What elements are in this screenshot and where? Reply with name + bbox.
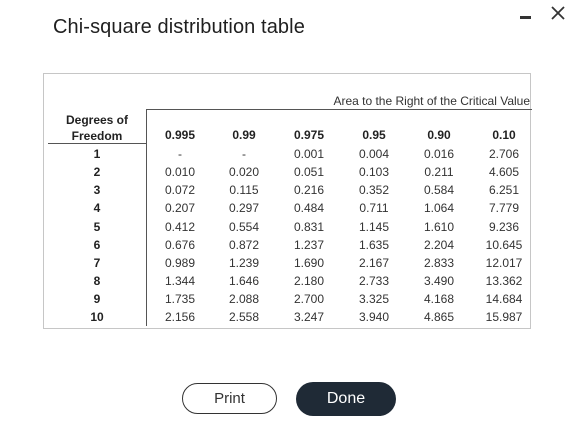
table-cell: 0.676 — [164, 237, 196, 252]
chi-square-table: Area to the Right of the Critical Value … — [43, 73, 532, 329]
table-cell: - — [242, 147, 246, 161]
df-cell: 1 — [93, 147, 101, 161]
done-button[interactable]: Done — [296, 382, 396, 416]
table-cell: 2.204 — [423, 237, 455, 252]
table-cell: 0.115 — [229, 183, 259, 198]
table-cell: 0.297 — [228, 201, 260, 216]
df-header-line1: Degrees of — [65, 113, 129, 127]
print-button[interactable]: Print — [182, 383, 277, 414]
column-header: 0.975 — [293, 128, 325, 142]
table-cell: 2.733 — [358, 274, 390, 289]
table-cell: 0.010 — [164, 165, 196, 180]
df-cell: 5 — [93, 219, 101, 234]
table-cell: 0.004 — [358, 147, 390, 161]
table-cell: 3.940 — [358, 310, 390, 325]
column-header: 0.99 — [232, 128, 256, 142]
table-cell: 13.362 — [485, 274, 523, 289]
table-cell: 0.584 — [423, 183, 455, 198]
column-header: 0.90 — [427, 128, 451, 142]
table-cell: 0.216 — [293, 183, 325, 198]
table-cell: 6.251 — [488, 183, 520, 198]
table-cell: 0.211 — [424, 165, 454, 180]
table-cell: 1.344 — [164, 274, 196, 289]
table-cell: 2.180 — [293, 274, 325, 289]
table-cell: 0.207 — [164, 201, 196, 216]
table-cell: 12.017 — [485, 255, 523, 270]
table-cell: 3.247 — [293, 310, 325, 325]
table-cell: 14.684 — [485, 292, 523, 307]
table-cell: 0.412 — [164, 219, 196, 234]
table-cell: 0.001 — [293, 147, 325, 161]
table-cell: 0.072 — [164, 183, 196, 198]
table-cell: 2.558 — [228, 310, 260, 325]
table-cell: 0.989 — [164, 255, 196, 270]
df-cell: 2 — [93, 165, 101, 180]
column-header: 0.10 — [492, 128, 516, 142]
column-divider — [146, 109, 147, 326]
table-cell: 2.706 — [488, 147, 520, 161]
header-divider — [146, 109, 532, 110]
column-header: 0.95 — [362, 128, 386, 142]
table-cell: 0.554 — [228, 219, 260, 234]
table-cell: 0.103 — [358, 165, 390, 180]
table-cell: 1.646 — [228, 274, 260, 289]
minimize-icon[interactable] — [519, 13, 533, 27]
table-cell: - — [178, 147, 182, 161]
table-cell: 1.239 — [228, 255, 260, 270]
table-cell: 7.779 — [488, 201, 520, 216]
table-cell: 1.064 — [423, 201, 455, 216]
table-cell: 0.051 — [293, 165, 325, 180]
df-cell: 3 — [93, 183, 101, 198]
table-cell: 3.490 — [423, 274, 455, 289]
table-cell: 1.610 — [423, 219, 455, 234]
table-cell: 0.020 — [228, 165, 260, 180]
table-cell: 0.484 — [293, 201, 325, 216]
df-cell: 6 — [93, 237, 101, 252]
df-cell: 7 — [93, 255, 101, 270]
table-cell: 2.700 — [293, 292, 325, 307]
table-cell: 1.635 — [358, 237, 390, 252]
table-cell: 4.168 — [423, 292, 455, 307]
df-cell: 8 — [93, 274, 101, 289]
table-cell: 0.711 — [359, 201, 389, 216]
table-cell: 0.872 — [228, 237, 260, 252]
table-cell: 3.325 — [358, 292, 390, 307]
df-cell: 10 — [90, 310, 104, 325]
column-header: 0.995 — [164, 128, 196, 142]
table-cell: 15.987 — [485, 310, 523, 325]
df-column-header: Degrees of Freedom — [48, 112, 146, 144]
table-cell: 2.088 — [228, 292, 260, 307]
table-cell: 1.145 — [358, 219, 390, 234]
table-cell: 1.735 — [164, 292, 196, 307]
df-cell: 9 — [93, 292, 101, 307]
table-cell: 2.156 — [164, 310, 196, 325]
table-cell: 2.833 — [423, 255, 455, 270]
table-cell: 1.237 — [293, 237, 325, 252]
table-cell: 0.016 — [423, 147, 455, 161]
table-cell: 4.865 — [423, 310, 455, 325]
table-cell: 0.352 — [358, 183, 390, 198]
area-caption: Area to the Right of the Critical Value — [333, 94, 530, 108]
df-cell: 4 — [93, 201, 101, 216]
table-cell: 2.167 — [358, 255, 390, 270]
close-icon[interactable] — [549, 4, 567, 22]
table-cell: 10.645 — [485, 237, 523, 252]
dialog-title: Chi-square distribution table — [53, 16, 305, 38]
df-header-line2: Freedom — [71, 129, 123, 143]
table-cell: 1.690 — [293, 255, 325, 270]
table-cell: 9.236 — [488, 219, 520, 234]
table-cell: 0.831 — [293, 219, 325, 234]
table-cell: 4.605 — [488, 165, 520, 180]
df-header-divider — [48, 143, 146, 144]
